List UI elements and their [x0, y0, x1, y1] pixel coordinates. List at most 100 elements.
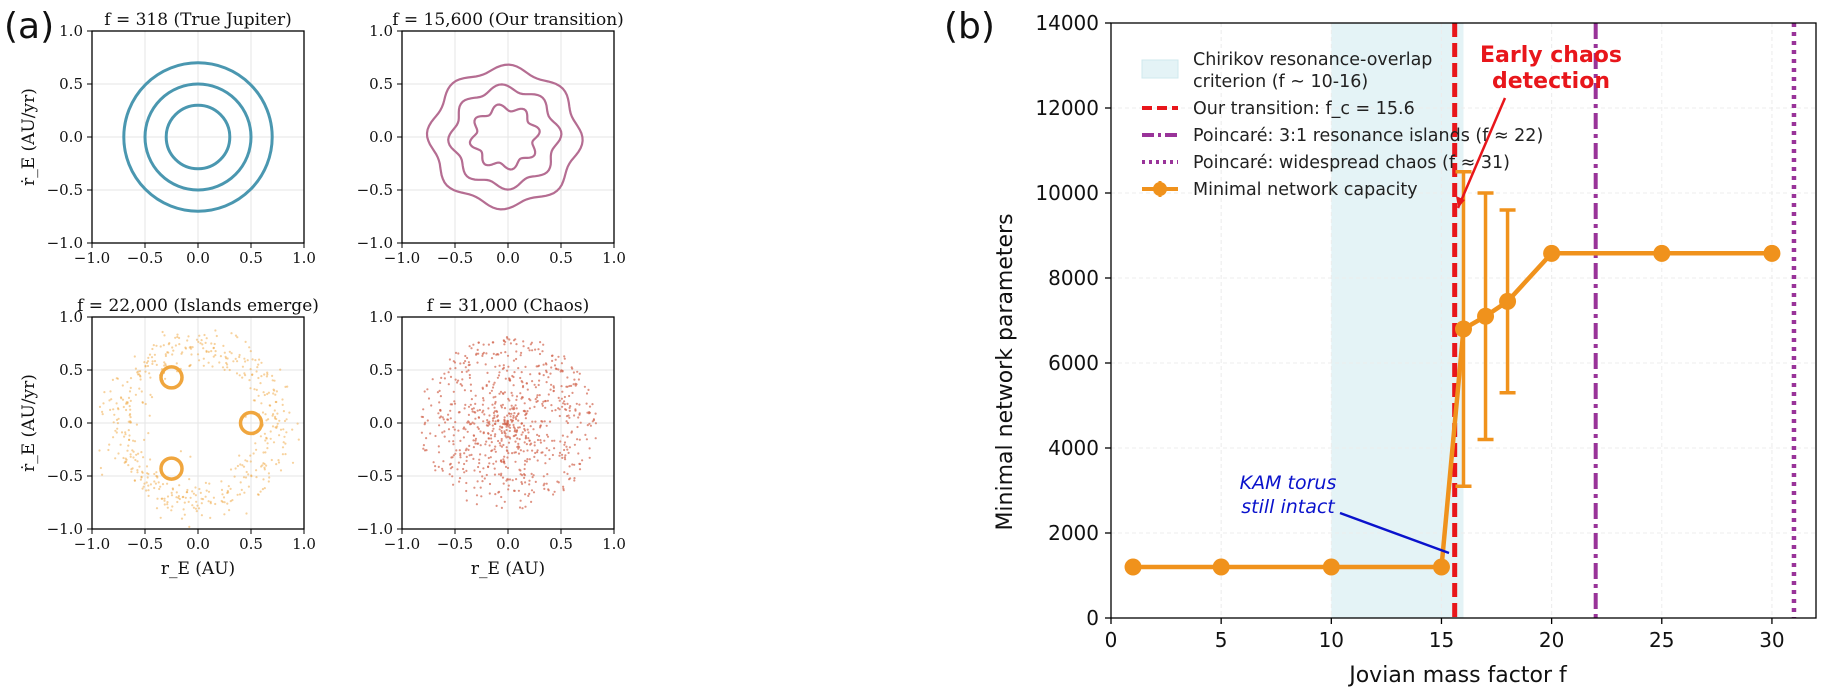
scatter-point — [230, 352, 233, 355]
scatter-point — [576, 438, 579, 441]
scatter-point — [466, 356, 469, 360]
scatter-point — [493, 473, 497, 476]
scatter-point — [519, 392, 522, 395]
scatter-point — [129, 416, 132, 419]
scatter-point — [528, 439, 531, 442]
scatter-point — [557, 396, 560, 399]
scatter-point — [454, 421, 457, 424]
scatter-point — [161, 330, 164, 334]
scatter-point — [479, 486, 482, 489]
scatter-point — [477, 442, 480, 445]
scatter-point — [480, 495, 483, 498]
x-tick-label: 30 — [1759, 628, 1784, 652]
scatter-point — [471, 408, 474, 411]
scatter-point — [491, 419, 495, 422]
scatter-point — [502, 443, 505, 447]
scatter-point — [551, 439, 554, 442]
scatter-point — [218, 361, 221, 364]
scatter-point — [261, 488, 264, 491]
scatter-point — [437, 412, 440, 415]
scatter-point — [273, 379, 276, 382]
scatter-point — [528, 492, 531, 495]
y-tick-label: −1.0 — [357, 234, 393, 252]
scatter-point — [500, 459, 503, 462]
scatter-point — [493, 416, 496, 419]
scatter-point — [265, 437, 268, 440]
scatter-point — [501, 476, 505, 479]
scatter-point — [466, 430, 469, 433]
scatter-point — [511, 394, 514, 397]
scatter-point — [183, 513, 186, 516]
scatter-point — [447, 413, 450, 416]
scatter-point — [574, 409, 577, 412]
scatter-point — [512, 423, 515, 427]
scatter-point — [538, 394, 541, 397]
scatter-point — [510, 452, 514, 455]
scatter-point — [508, 338, 511, 341]
scatter-point — [543, 439, 546, 442]
scatter-point — [279, 368, 282, 371]
scatter-point — [541, 420, 544, 423]
scatter-point — [228, 350, 231, 353]
scatter-point — [552, 389, 555, 392]
scatter-point — [491, 403, 494, 406]
scatter-point — [493, 435, 496, 438]
scatter-point — [284, 442, 287, 445]
scatter-point — [500, 437, 503, 441]
scatter-point — [515, 398, 518, 401]
x-tick-label: 0.5 — [239, 535, 263, 553]
scatter-point — [149, 483, 152, 486]
scatter-point — [147, 489, 150, 492]
scatter-point — [519, 473, 522, 476]
scatter-point — [521, 482, 524, 485]
scatter-point — [548, 457, 551, 461]
scatter-point — [207, 361, 210, 364]
scatter-point — [207, 500, 210, 503]
x-tick-label: 1.0 — [602, 535, 626, 553]
scatter-point — [278, 434, 281, 437]
y-tick-label: 0.0 — [59, 128, 83, 146]
scatter-point — [557, 368, 560, 371]
scatter-point — [112, 421, 115, 424]
scatter-point — [539, 426, 542, 429]
scatter-point — [542, 484, 545, 487]
scatter-point — [515, 343, 518, 346]
scatter-point — [463, 407, 466, 410]
scatter-point — [563, 448, 566, 452]
scatter-point — [443, 372, 446, 375]
scatter-point — [505, 422, 508, 426]
scatter-point — [187, 335, 190, 338]
scatter-point — [568, 406, 571, 409]
scatter-point — [456, 381, 459, 384]
scatter-point — [469, 403, 472, 406]
scatter-point — [268, 404, 271, 407]
scatter-point — [281, 453, 284, 456]
scatter-point — [462, 467, 465, 471]
scatter-point — [266, 447, 269, 450]
scatter-point — [516, 445, 519, 449]
scatter-point — [569, 405, 572, 408]
scatter-point — [274, 415, 277, 418]
scatter-point — [234, 334, 238, 337]
series-line — [1133, 251, 1772, 570]
scatter-point — [533, 441, 536, 444]
scatter-point — [448, 440, 451, 443]
scatter-point — [114, 429, 117, 432]
scatter-point — [188, 346, 191, 349]
scatter-point — [468, 376, 471, 379]
scatter-point — [204, 481, 207, 484]
scatter-point — [207, 490, 211, 493]
scatter-point — [458, 449, 461, 452]
scatter-point — [260, 375, 263, 378]
x-tick-label: −0.5 — [127, 249, 163, 267]
scatter-point — [464, 403, 467, 406]
scatter-point — [476, 348, 479, 351]
scatter-point — [248, 346, 251, 349]
scatter-point — [564, 454, 567, 457]
x-tick-label: 0.5 — [239, 249, 263, 267]
scatter-point — [527, 347, 530, 350]
x-tick-label: 0.0 — [496, 535, 520, 553]
scatter-point — [115, 431, 118, 434]
scatter-point — [122, 405, 125, 409]
scatter-point — [505, 425, 508, 428]
